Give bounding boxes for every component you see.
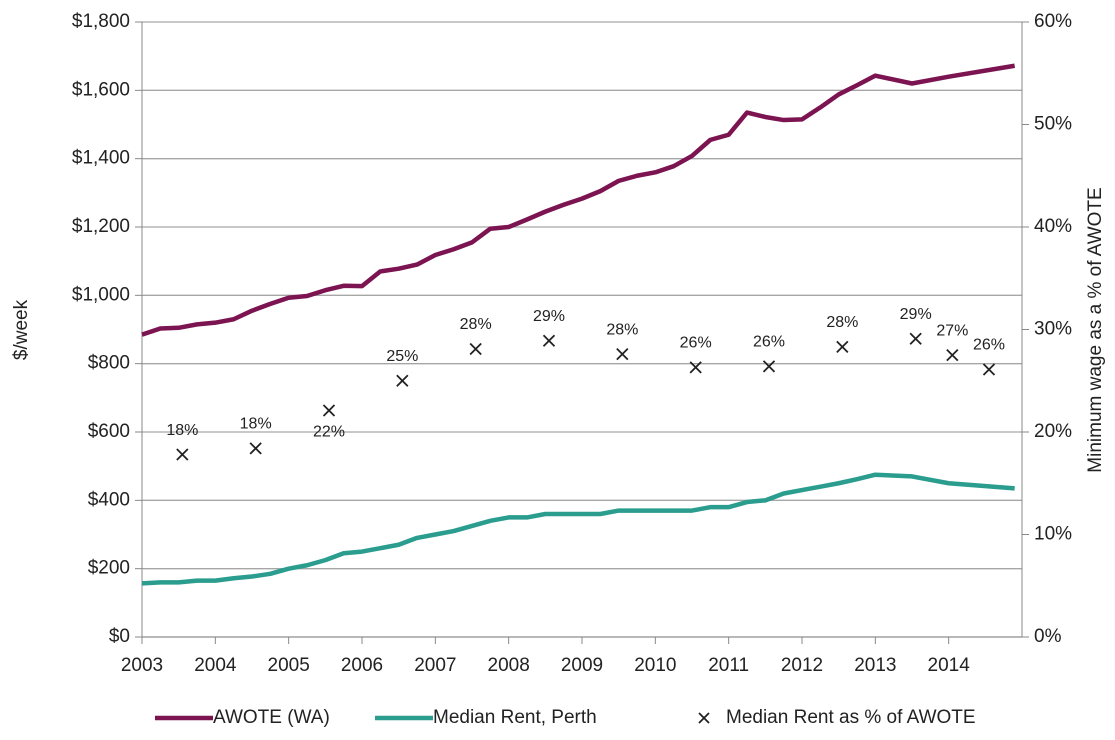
data-label: 28% bbox=[826, 314, 858, 331]
y-tick-label: $1,400 bbox=[72, 148, 130, 169]
y2-tick-label: 50% bbox=[1034, 114, 1072, 135]
y2-tick-label: 60% bbox=[1034, 11, 1072, 32]
point bbox=[542, 334, 556, 347]
x-tick-label: 2012 bbox=[781, 655, 823, 676]
y-tick-label: $600 bbox=[88, 421, 130, 442]
y-tick-label: $1,000 bbox=[72, 284, 130, 305]
point bbox=[836, 340, 849, 354]
point bbox=[322, 404, 336, 417]
y2-axis-label: Minimum wage as a % of AWOTE bbox=[1085, 187, 1106, 472]
legend-swatch bbox=[698, 712, 710, 724]
x-tick-label: 2011 bbox=[708, 655, 749, 676]
point bbox=[909, 332, 922, 345]
x-tick-label: 2008 bbox=[488, 655, 530, 676]
point bbox=[469, 342, 482, 356]
point bbox=[689, 361, 702, 374]
y-tick-label: $1,800 bbox=[72, 11, 130, 32]
data-label: 18% bbox=[166, 422, 198, 439]
x-tick-label: 2006 bbox=[341, 655, 383, 676]
data-label: 28% bbox=[460, 316, 492, 333]
data-label: 25% bbox=[386, 348, 418, 365]
y2-tick-label: 0% bbox=[1034, 626, 1062, 647]
point bbox=[982, 363, 996, 376]
x-tick-label: 2013 bbox=[854, 655, 896, 676]
data-label: 28% bbox=[606, 321, 638, 338]
point bbox=[396, 374, 409, 387]
legend-label: Median Rent, Perth bbox=[433, 707, 597, 728]
point bbox=[946, 348, 959, 362]
x-tick-label: 2004 bbox=[194, 655, 237, 676]
y-tick-label: $1,600 bbox=[72, 79, 130, 100]
data-label: 27% bbox=[936, 322, 968, 339]
x-tick-label: 2003 bbox=[121, 655, 163, 676]
point bbox=[762, 360, 776, 373]
y2-tick-label: 40% bbox=[1034, 216, 1072, 237]
data-label: 18% bbox=[240, 416, 272, 433]
data-label: 26% bbox=[680, 335, 712, 352]
y2-tick-label: 30% bbox=[1034, 319, 1072, 340]
data-label: 26% bbox=[973, 337, 1005, 354]
point bbox=[249, 442, 262, 455]
x-tick-label: 2005 bbox=[268, 655, 310, 676]
data-label: 29% bbox=[900, 306, 932, 323]
y-tick-label: $400 bbox=[88, 489, 130, 510]
x-tick-label: 2007 bbox=[414, 655, 456, 676]
x-tick-label: 2010 bbox=[634, 655, 676, 676]
y2-tick-label: 10% bbox=[1034, 524, 1072, 545]
line bbox=[141, 472, 1015, 586]
point bbox=[616, 347, 629, 361]
point bbox=[176, 448, 189, 461]
y-tick-label: $200 bbox=[88, 558, 130, 579]
y-tick-label: $1,200 bbox=[72, 216, 130, 237]
data-label: 26% bbox=[753, 334, 785, 351]
y2-tick-label: 20% bbox=[1034, 421, 1072, 442]
y-tick-label: $800 bbox=[88, 353, 130, 374]
line bbox=[141, 63, 1016, 337]
legend-label: Median Rent as % of AWOTE bbox=[726, 707, 976, 728]
y-tick-label: $0 bbox=[109, 626, 130, 647]
data-label: 22% bbox=[313, 424, 345, 441]
y-axis-label: $/week bbox=[11, 299, 32, 360]
legend-label: AWOTE (WA) bbox=[213, 707, 330, 728]
data-label: 29% bbox=[533, 308, 565, 325]
x-tick-label: 2014 bbox=[928, 655, 971, 676]
x-tick-label: 2009 bbox=[561, 655, 603, 676]
